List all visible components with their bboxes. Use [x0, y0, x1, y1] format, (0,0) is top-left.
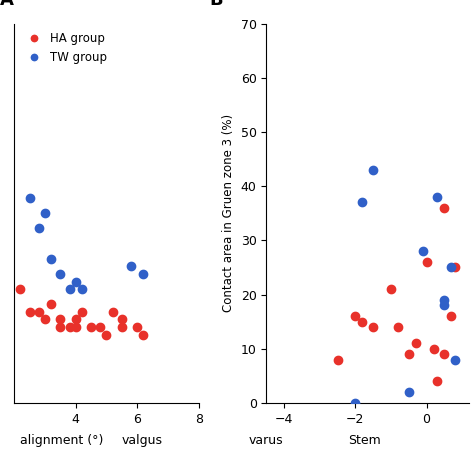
Point: [35, 225, 43, 232]
Point: [26, 194, 33, 202]
Point: [47, 255, 55, 263]
Point: [394, 323, 402, 331]
Text: alignment (°): alignment (°): [20, 434, 103, 447]
Point: [118, 316, 126, 323]
Point: [66, 323, 73, 331]
Point: [72, 316, 80, 323]
Point: [352, 312, 359, 320]
Point: [433, 193, 441, 201]
Point: [440, 296, 448, 304]
Point: [97, 323, 104, 331]
Text: valgus: valgus: [122, 434, 163, 447]
Point: [139, 270, 147, 278]
Point: [405, 388, 412, 396]
Point: [369, 323, 377, 331]
Point: [72, 278, 80, 285]
Point: [56, 270, 64, 278]
Point: [87, 323, 95, 331]
Point: [66, 285, 73, 293]
Point: [419, 247, 427, 255]
Point: [369, 166, 377, 174]
Point: [118, 323, 126, 331]
Point: [430, 345, 438, 353]
Text: A: A: [0, 0, 13, 9]
Point: [139, 331, 147, 338]
Point: [133, 323, 141, 331]
Point: [447, 312, 455, 320]
Point: [359, 199, 366, 206]
Point: [56, 316, 64, 323]
Y-axis label: Contact area in Gruen zone 3 (%): Contact area in Gruen zone 3 (%): [222, 114, 235, 312]
Point: [433, 377, 441, 385]
Point: [35, 308, 43, 316]
Point: [440, 301, 448, 309]
Point: [103, 331, 110, 338]
Point: [78, 308, 86, 316]
Point: [72, 323, 80, 331]
Point: [440, 350, 448, 358]
Legend: HA group, TW group: HA group, TW group: [20, 29, 109, 66]
Point: [26, 308, 33, 316]
Point: [41, 210, 49, 217]
Text: Stem: Stem: [348, 434, 382, 447]
Point: [334, 356, 341, 364]
Point: [352, 399, 359, 407]
Point: [412, 339, 419, 347]
Point: [440, 204, 448, 212]
Point: [423, 258, 430, 266]
Point: [78, 285, 86, 293]
Point: [447, 264, 455, 271]
Point: [127, 263, 135, 270]
Point: [41, 316, 49, 323]
Point: [387, 285, 395, 293]
Point: [405, 350, 412, 358]
Point: [451, 264, 459, 271]
Point: [451, 356, 459, 364]
Point: [47, 301, 55, 308]
Text: varus: varus: [248, 434, 283, 447]
Point: [109, 308, 116, 316]
Point: [56, 323, 64, 331]
Text: B: B: [210, 0, 223, 9]
Point: [17, 285, 24, 293]
Point: [359, 318, 366, 326]
